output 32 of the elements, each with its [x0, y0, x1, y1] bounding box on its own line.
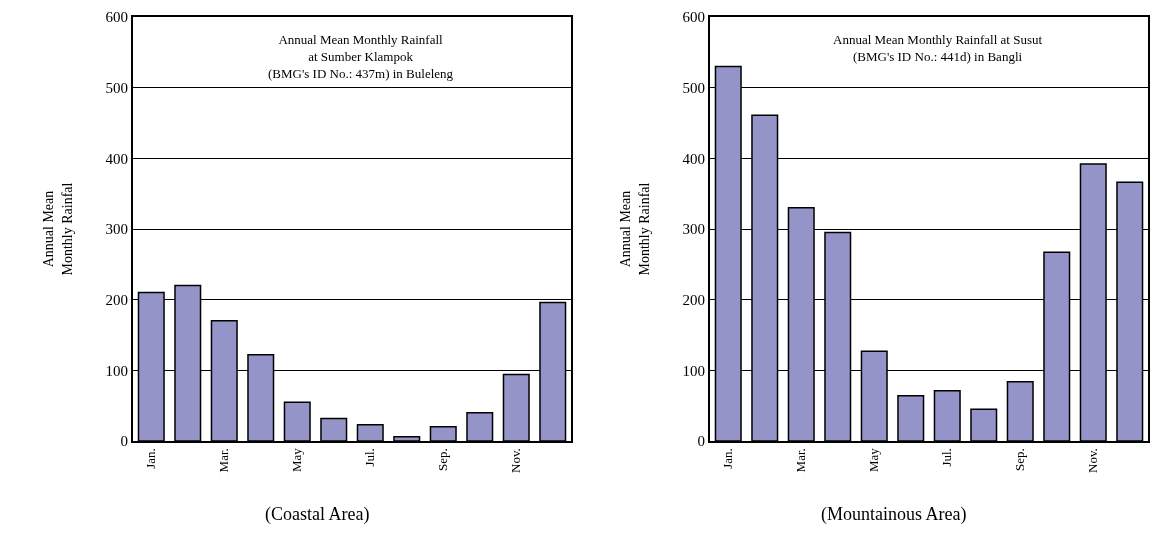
- y-tick-label: 400: [105, 150, 128, 167]
- y-tick-label: 300: [105, 221, 128, 238]
- x-tick-label: Jul.: [362, 448, 378, 467]
- y-tick-label: 600: [105, 9, 128, 26]
- x-tick-label: Mar.: [216, 448, 232, 473]
- y-tick-label: 200: [105, 291, 128, 308]
- y-tick-label: 0: [120, 433, 128, 450]
- y-tick-label: 0: [697, 433, 705, 450]
- y-tick-label: 100: [682, 362, 705, 379]
- x-tick-label: Nov.: [508, 448, 524, 473]
- y-tick-label: 400: [682, 150, 705, 167]
- y-tick-label: 500: [105, 79, 128, 96]
- text: Annual Mean Monthly Rainfall at Sumber Klampok (BMG's ID No.: 437m) in Buleleng: [268, 32, 454, 81]
- x-tick-label: May: [866, 447, 882, 473]
- y-tick-label: 500: [682, 79, 705, 96]
- x-tick-label: May: [289, 447, 305, 473]
- x-tick-label: Jul.: [939, 448, 955, 467]
- y-tick-label: 200: [682, 291, 705, 308]
- text: (Mountainous Area): [821, 504, 967, 525]
- y-axis-title: Annual Mean Monthly Rainfal: [41, 182, 75, 276]
- x-tick-label: Sep.: [1012, 448, 1028, 471]
- x-tick-label: Jan.: [720, 448, 736, 469]
- x-tick-label: Mar.: [793, 448, 809, 473]
- y-tick-label: 100: [105, 362, 128, 379]
- y-tick-label: 300: [682, 221, 705, 238]
- y-tick-label: 600: [682, 9, 705, 26]
- y-axis-title: Annual Mean Monthly Rainfal: [618, 182, 652, 276]
- text: Annual Mean Monthly Rainfall at Susut (BMG's ID No.: 441d) in Bangli: [833, 32, 1043, 64]
- x-tick-label: Jan.: [143, 448, 159, 469]
- text: (Coastal Area): [265, 504, 370, 525]
- x-tick-label: Sep.: [435, 448, 451, 471]
- x-tick-label: Nov.: [1085, 448, 1101, 473]
